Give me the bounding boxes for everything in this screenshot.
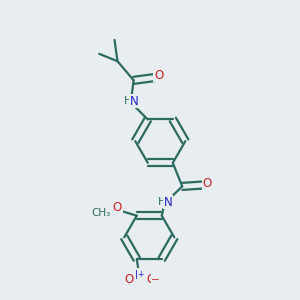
Text: H: H bbox=[158, 197, 166, 207]
Text: O: O bbox=[124, 273, 133, 286]
Text: O: O bbox=[154, 68, 163, 82]
Text: O: O bbox=[202, 177, 212, 190]
Text: N: N bbox=[130, 95, 139, 108]
Text: −: − bbox=[151, 275, 160, 285]
Text: N: N bbox=[164, 196, 172, 208]
Text: N: N bbox=[135, 269, 144, 282]
Text: O: O bbox=[113, 201, 122, 214]
Text: H: H bbox=[124, 96, 133, 106]
Text: +: + bbox=[137, 270, 143, 279]
Text: CH₃: CH₃ bbox=[92, 208, 111, 218]
Text: O: O bbox=[146, 273, 155, 286]
